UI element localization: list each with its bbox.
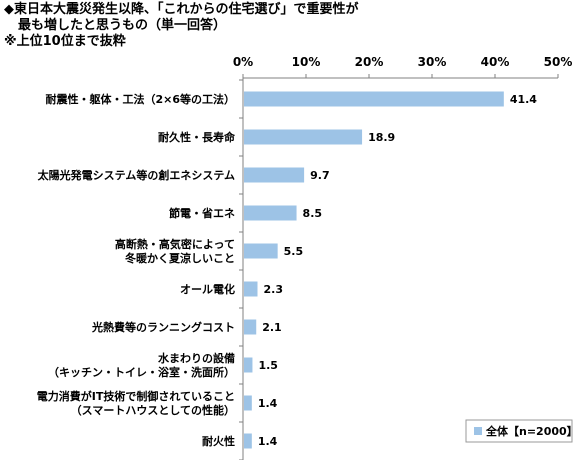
bar (244, 433, 252, 449)
bar (244, 319, 257, 335)
bar-value-label: 1.4 (258, 435, 278, 448)
category-label: 太陽光発電システム等の創エネシステム (37, 168, 235, 182)
legend-box (465, 419, 573, 443)
legend-swatch (474, 427, 482, 435)
category-label: （キッチン・トイレ・浴室・洗面所） (48, 365, 235, 379)
chart-title: ◆東日本大震災発生以降、「これからの住宅選び」で重要性が 最も増したと思うもの（… (4, 2, 576, 50)
bar (244, 129, 363, 145)
bar-value-label: 1.4 (258, 397, 278, 410)
category-label: 耐火性 (202, 434, 235, 448)
category-label: 冬暖かく夏涼しいこと (125, 251, 235, 265)
category-label: 耐久性・長寿命 (158, 130, 236, 144)
x-tick-label: 10% (292, 55, 321, 69)
title-line-1: ◆東日本大震災発生以降、「これからの住宅選び」で重要性が (4, 2, 359, 17)
bar (244, 91, 504, 107)
bar (244, 395, 252, 411)
title-line-2: 最も増したと思うもの（単一回答） (18, 18, 227, 33)
x-tick-label: 40% (481, 55, 510, 69)
bar-value-label: 41.4 (510, 93, 537, 106)
bar (244, 167, 305, 183)
bar-value-label: 5.5 (284, 245, 304, 258)
category-label: 光熱費等のランニングコスト (91, 320, 235, 334)
title-note: ※上位10位まで抜粋 (4, 34, 126, 49)
bar-value-label: 1.5 (258, 359, 278, 372)
bar-value-label: 2.1 (262, 321, 282, 334)
x-tick-label: 50% (544, 55, 573, 69)
category-label: （スマートハウスとしての性能） (71, 403, 235, 417)
bar (244, 357, 253, 373)
category-label: 耐震性・躯体・工法（2×6等の工法） (45, 92, 235, 106)
category-label: 水まわりの設備 (158, 351, 235, 365)
bar-value-label: 18.9 (368, 131, 395, 144)
bar-value-label: 8.5 (303, 207, 323, 220)
category-label: 節電・省エネ (169, 206, 235, 220)
category-label: 電力消費がIT技術で制御されていること (37, 389, 235, 403)
bar-value-label: 9.7 (310, 169, 330, 182)
x-tick-label: 0% (233, 55, 253, 69)
legend-label: 全体【n=2000】 (485, 424, 578, 438)
category-label: オール電化 (180, 282, 235, 296)
bar (244, 205, 297, 221)
bar-value-label: 2.3 (263, 283, 283, 296)
x-tick-label: 20% (355, 55, 384, 69)
bar (244, 243, 278, 259)
x-tick-label: 30% (418, 55, 447, 69)
bar (244, 281, 258, 297)
category-label: 高断熱・高気密によって (115, 237, 235, 251)
